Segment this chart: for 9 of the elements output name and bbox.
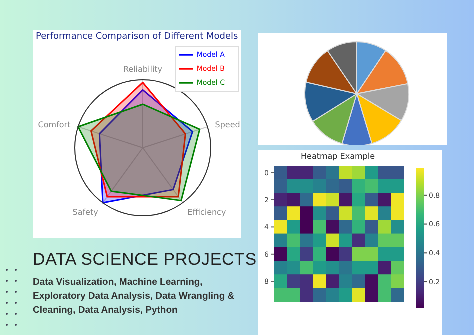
text: DATA SCIENCE PROJECTS <box>33 250 258 270</box>
spoke-label: Speed <box>215 120 240 130</box>
spoke-label: Comfort <box>38 120 71 130</box>
chart-title: Performance Comparison of Different Models <box>36 32 238 42</box>
spoke-label: Safety <box>72 208 99 218</box>
spoke-label: Reliability <box>123 65 163 74</box>
chart-title: Heatmap Example <box>300 152 376 161</box>
text: Data Visualization, Machine Learning, Exploratory Data Analysis, Data Wrangling & Cleaning, Data Analysis, Python <box>33 276 236 318</box>
spoke-label: Efficiency <box>188 208 226 218</box>
